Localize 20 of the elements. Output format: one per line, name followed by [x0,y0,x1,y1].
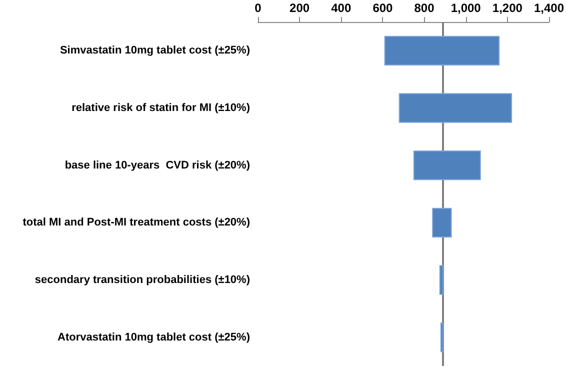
x-tick-label: 1,200 [492,1,523,15]
bar [439,265,444,295]
y-tick-label: Simvastatin 10mg tablet cost (±25%) [60,44,250,57]
y-tick-label: base line 10-years CVD risk (±20%) [64,159,250,172]
y-tick-label: Atorvastatin 10mg tablet cost (±25%) [58,331,250,344]
x-tick-label: 1,400 [534,1,564,15]
x-tick-label: 800 [414,1,435,15]
x-tick-label: 1,000 [450,1,482,15]
x-tick-label: 600 [372,1,394,15]
bar [384,36,500,66]
x-tick-label: 400 [331,1,352,15]
bar [440,322,444,352]
bar [432,208,452,238]
y-tick-label: secondary transition probabilities (±10%) [34,274,250,286]
bar [398,93,512,123]
y-tick-label: relative risk of statin for MI (±10%) [72,102,250,114]
x-tick-label: 0 [254,1,262,15]
y-tick-label: total MI and Post-MI treatment costs (±20%) [22,216,250,229]
bar [413,150,481,180]
x-tick-label: 200 [290,1,310,15]
